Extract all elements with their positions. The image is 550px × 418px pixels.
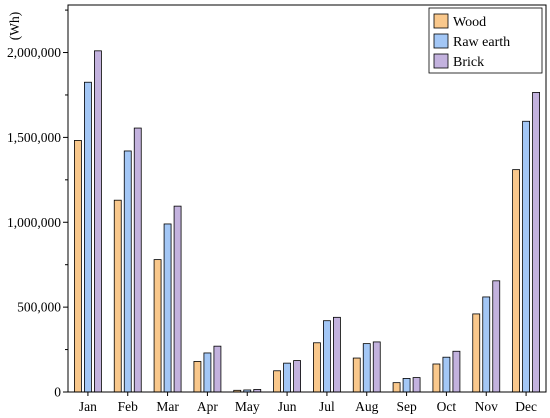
x-tick-label-jul: Jul [319,399,335,414]
y-tick-label: 500,000 [17,300,61,315]
bar-brick-aug [372,341,381,393]
bar-raw-earth-mar [163,223,172,393]
legend-label: Raw earth [453,35,510,50]
bar-raw-earth-oct [442,356,451,393]
x-tick-label-dec: Dec [515,399,537,414]
bar-raw-earth-aug [362,343,371,393]
legend-swatch [433,53,449,69]
x-tick-label-sep: Sep [396,399,417,414]
y-tick-label: 1,500,000 [7,130,61,145]
bar-raw-earth-apr [203,352,212,393]
bar-brick-jun [293,360,301,393]
legend-entry-brick: Brick [433,53,484,70]
x-tick-label-oct: Oct [437,399,457,414]
bar-raw-earth-jul [323,320,331,393]
bar-brick-oct [452,350,461,393]
bar-wood-feb [113,199,122,393]
legend-swatch [433,13,449,29]
bar-raw-earth-jun [283,362,291,393]
legend: Wood Raw earth Brick [428,7,543,74]
bar-wood-nov [472,313,481,393]
bar-brick-jul [333,316,341,393]
legend-label: Brick [453,55,484,70]
x-axis: Jan Feb Mar Apr May Jun Jul Aug Sep Oct Nov Dec [79,392,537,414]
bar-brick-jan [94,50,102,393]
x-tick-label-apr: Apr [197,399,218,414]
bar-raw-earth-jan [84,81,92,393]
x-tick-label-jun: Jun [278,399,297,414]
legend-entry-raw-earth: Raw earth [433,33,510,50]
bar-raw-earth-nov [482,296,491,393]
x-tick-label-aug: Aug [355,399,378,414]
bar-raw-earth-sep [402,378,411,393]
plot-frame [67,4,547,393]
bar-wood-dec [512,169,520,393]
legend-entry-wood: Wood [433,13,486,30]
legend-label: Wood [453,15,486,30]
x-tick-label-may: May [235,399,260,414]
bar-wood-oct [432,363,441,393]
bar-brick-mar [173,205,182,393]
bar-wood-apr [193,361,202,393]
bar-wood-jul [313,342,321,393]
x-tick-label-feb: Feb [118,399,139,414]
legend-swatch [433,33,449,49]
y-axis: 0 500,000 1,000,000 1,500,000 2,000,000 [7,9,68,400]
bar-wood-mar [153,259,162,393]
bar-brick-nov [492,280,501,393]
bar-brick-feb [133,127,142,393]
y-tick-label: 1,000,000 [7,215,61,230]
bar-wood-jun [273,370,281,393]
bar-brick-sep [412,377,421,393]
x-tick-label-mar: Mar [156,399,179,414]
bar-raw-earth-dec [522,120,530,393]
x-tick-label-jan: Jan [79,399,97,414]
y-axis-title: (Wh) [7,12,22,40]
bar-wood-jan [74,140,82,393]
x-tick-label-nov: Nov [475,399,498,414]
y-tick-label: 2,000,000 [7,45,61,60]
bar-brick-dec [532,92,540,393]
bar-wood-sep [392,382,401,393]
bar-wood-aug [352,357,361,393]
y-tick-label: 0 [54,385,61,400]
bar-brick-apr [213,345,222,393]
bar-raw-earth-feb [123,150,132,393]
